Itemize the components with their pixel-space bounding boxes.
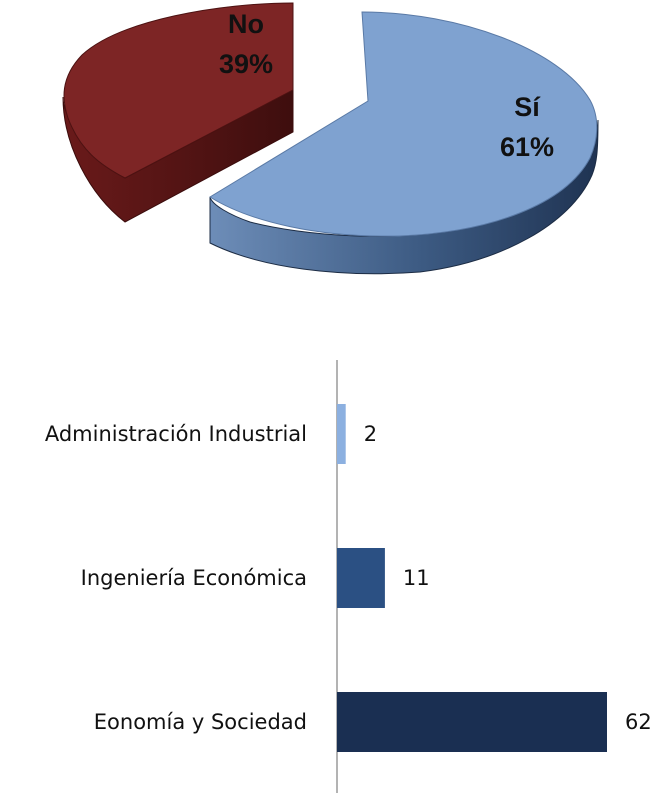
- pie-slice-no: [62, 2, 294, 223]
- bar-3: [337, 692, 607, 752]
- pie-chart: No 39% Sí 61%: [62, 2, 599, 275]
- pie-slice-si-side: [209, 119, 599, 275]
- bar-value-label-1: 2: [364, 422, 377, 446]
- bar-category-label-3: Eonomía y Sociedad: [94, 710, 307, 734]
- pie-label-si-percent: 61%: [500, 132, 554, 162]
- bar-value-label-3: 62: [625, 710, 652, 734]
- pie-label-si-name: Sí: [514, 92, 541, 122]
- bar-category-label-1: Administración Industrial: [45, 422, 307, 446]
- bar-1: [337, 404, 346, 464]
- pie-slice-no-top: [63, 2, 294, 179]
- pie-label-no-percent: 39%: [219, 49, 273, 79]
- bar-2: [337, 548, 385, 608]
- bar-value-label-2: 11: [403, 566, 430, 590]
- pie-slice-si-top: [209, 11, 598, 237]
- bar-chart: Administración Industrial 2 Ingeniería Eco…: [45, 360, 652, 793]
- bar-category-label-2: Ingeniería Económica: [81, 566, 307, 590]
- pie-slice-si: [209, 11, 599, 275]
- pie-label-no-name: No: [228, 9, 264, 39]
